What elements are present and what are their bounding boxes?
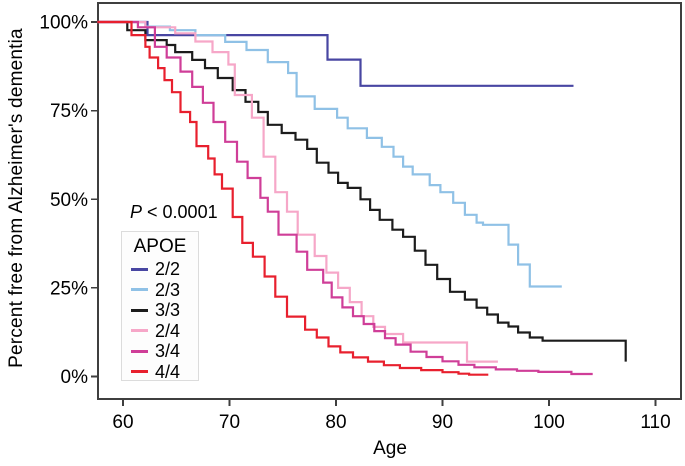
x-axis-label: Age xyxy=(373,438,407,459)
legend-line-swatch xyxy=(131,267,148,271)
legend-item-label: 4/4 xyxy=(155,361,181,382)
legend-item-3-3: 3/3 xyxy=(122,300,198,321)
x-tick-label: 90 xyxy=(432,412,453,433)
y-axis-label: Percent free from Alzheimer's dementia xyxy=(6,28,27,368)
legend-item-label: 3/4 xyxy=(155,341,181,362)
legend-line-swatch xyxy=(131,349,148,353)
km-curve-2-3 xyxy=(97,20,562,288)
legend-item-label: 3/3 xyxy=(155,300,181,321)
x-tick-label: 70 xyxy=(219,412,240,433)
legend-item-label: 2/2 xyxy=(155,259,181,280)
x-tick-label: 100 xyxy=(533,412,565,433)
km-curve-3-4 xyxy=(97,20,593,376)
y-tick-label: 25% xyxy=(50,278,88,299)
km-curve-3-3 xyxy=(97,20,627,362)
legend-item-label: 2/4 xyxy=(155,320,181,341)
legend-line-swatch xyxy=(131,288,148,292)
legend-item-2-3: 2/3 xyxy=(122,280,198,301)
x-tick-label: 80 xyxy=(325,412,346,433)
legend-line-swatch xyxy=(131,370,148,374)
legend-box: APOE 2/2 2/3 3/3 2/4 3/4 4/4 xyxy=(121,231,199,381)
km-curve-2-2 xyxy=(97,20,574,87)
legend-item-label: 2/3 xyxy=(155,279,181,300)
y-tick-label: 0% xyxy=(61,367,89,388)
legend-rows: 2/2 2/3 3/3 2/4 3/4 4/4 xyxy=(122,259,198,382)
km-curve-4-4 xyxy=(97,20,489,376)
legend-item-2-4: 2/4 xyxy=(122,321,198,342)
legend-item-4-4: 4/4 xyxy=(122,362,198,383)
y-tick-label: 50% xyxy=(50,190,88,211)
plot-frame xyxy=(97,2,682,400)
y-tick-label: 75% xyxy=(50,101,88,122)
legend-item-2-2: 2/2 xyxy=(122,259,198,280)
y-tick-label: 100% xyxy=(39,13,88,34)
p-value-symbol: P xyxy=(130,202,143,222)
p-value-comparison: < 0.0001 xyxy=(142,202,218,222)
legend-item-3-4: 3/4 xyxy=(122,341,198,362)
p-value-annotation: P < 0.0001 xyxy=(130,202,218,223)
legend-line-swatch xyxy=(131,308,148,312)
legend-title: APOE xyxy=(133,236,187,257)
x-tick-label: 110 xyxy=(640,412,670,433)
legend-line-swatch xyxy=(131,329,148,333)
x-tick-label: 60 xyxy=(112,412,133,433)
